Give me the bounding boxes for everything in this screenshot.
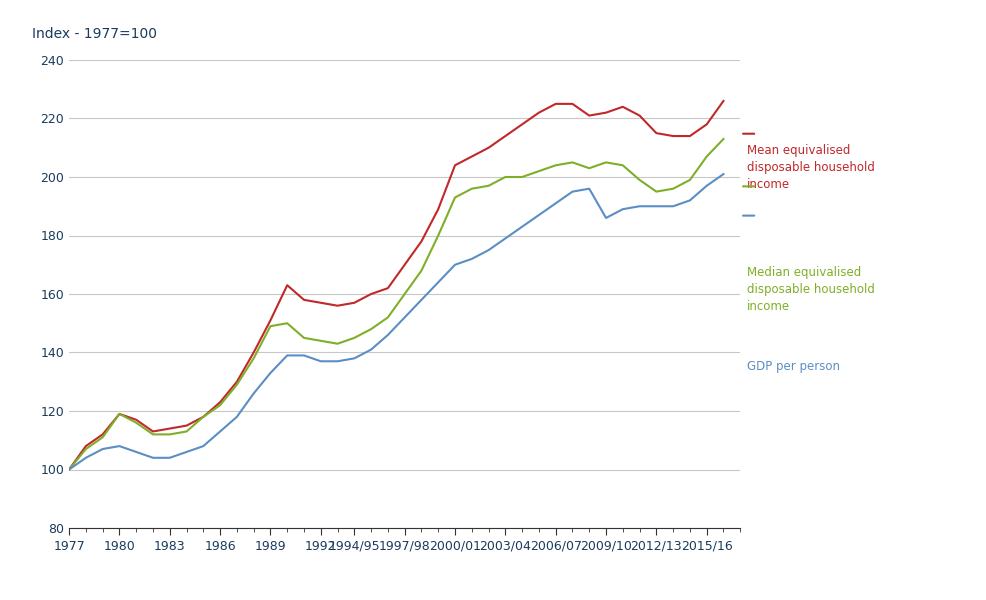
Text: Index - 1977=100: Index - 1977=100 (33, 27, 157, 41)
Text: Mean equivalised
disposable household
income: Mean equivalised disposable household in… (746, 144, 874, 191)
Text: GDP per person: GDP per person (746, 359, 839, 373)
Text: Median equivalised
disposable household
income: Median equivalised disposable household … (746, 266, 874, 313)
